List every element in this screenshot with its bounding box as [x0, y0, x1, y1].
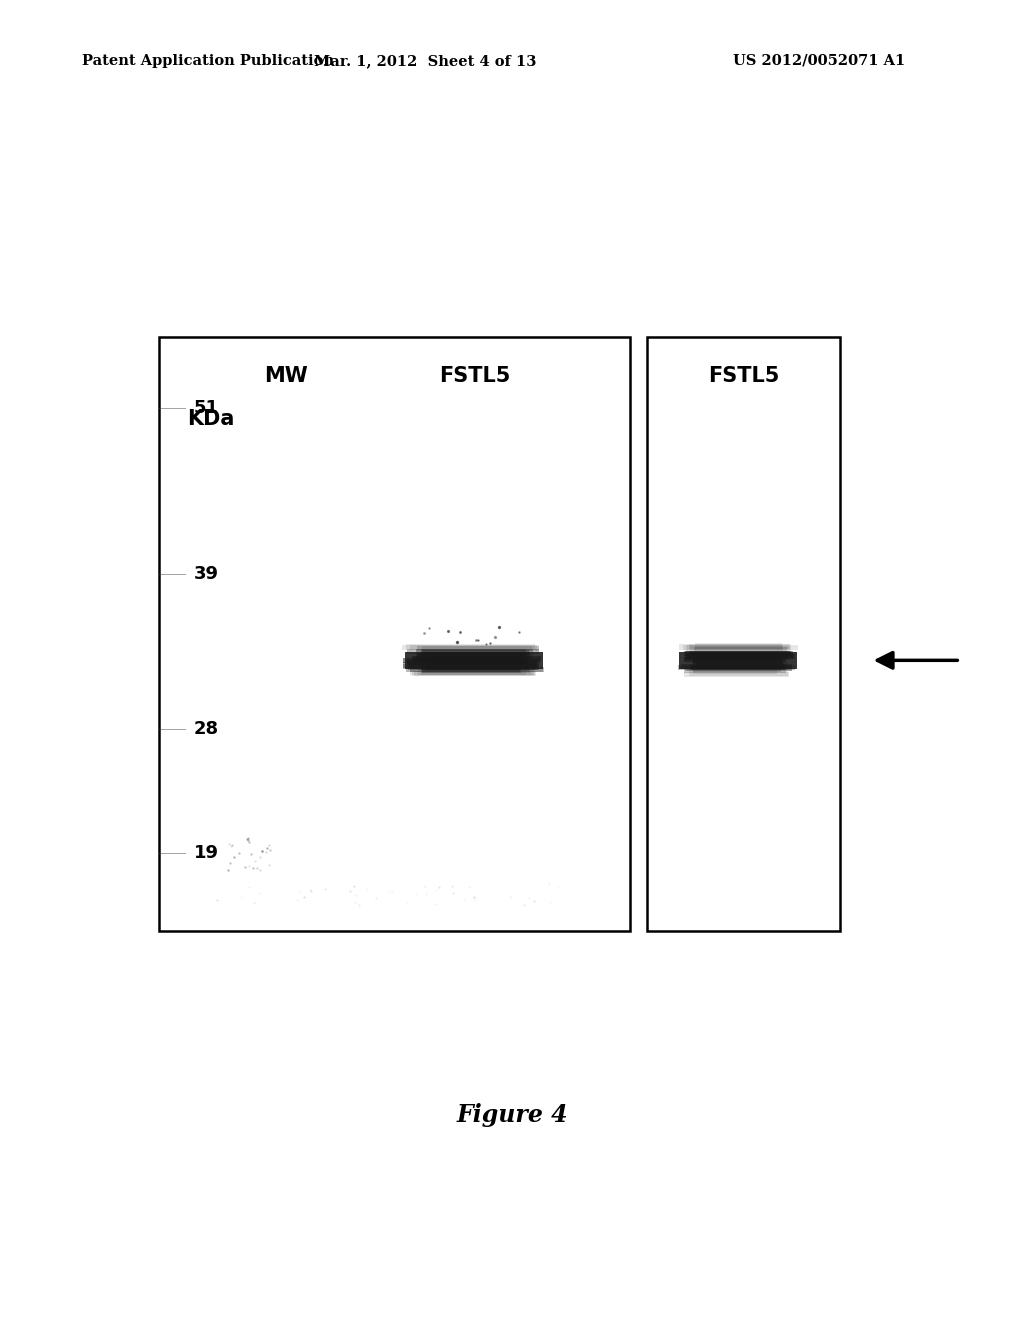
Bar — [693, 659, 782, 664]
Bar — [407, 667, 543, 672]
Bar — [693, 657, 782, 663]
Bar — [694, 643, 782, 648]
Bar — [686, 645, 783, 651]
Bar — [426, 652, 524, 657]
Bar — [421, 668, 529, 673]
Bar — [422, 667, 520, 672]
Bar — [410, 663, 537, 668]
Bar — [689, 651, 792, 656]
Bar — [427, 659, 528, 664]
Bar — [684, 668, 785, 673]
Bar — [679, 652, 797, 669]
Bar — [412, 656, 541, 661]
Bar — [408, 664, 539, 669]
Bar — [159, 337, 630, 931]
Bar — [417, 648, 540, 653]
Bar — [686, 653, 794, 659]
Bar — [407, 660, 538, 665]
Bar — [685, 655, 790, 660]
Text: 19: 19 — [195, 845, 219, 862]
Bar — [689, 671, 787, 676]
Text: Mar. 1, 2012  Sheet 4 of 13: Mar. 1, 2012 Sheet 4 of 13 — [313, 54, 537, 67]
Bar — [414, 671, 536, 676]
Bar — [684, 651, 790, 656]
Bar — [687, 667, 792, 671]
Bar — [678, 665, 795, 671]
Bar — [422, 655, 532, 660]
Text: Patent Application Publication: Patent Application Publication — [82, 54, 334, 67]
Bar — [689, 644, 790, 649]
Text: 28: 28 — [195, 719, 219, 738]
Bar — [407, 644, 536, 649]
Bar — [421, 665, 535, 671]
Bar — [408, 648, 534, 653]
Bar — [695, 663, 784, 668]
Bar — [686, 651, 794, 656]
Bar — [425, 667, 529, 672]
Text: FSTL5: FSTL5 — [438, 366, 510, 385]
Text: FSTL5: FSTL5 — [708, 366, 779, 385]
Bar — [418, 653, 527, 659]
Bar — [422, 647, 531, 652]
Bar — [421, 656, 524, 661]
Bar — [422, 657, 520, 663]
Text: Figure 4: Figure 4 — [456, 1104, 568, 1127]
Bar — [410, 667, 544, 672]
Bar — [421, 671, 532, 676]
Text: MW: MW — [264, 366, 308, 385]
Bar — [689, 652, 792, 657]
Bar — [410, 644, 537, 649]
Bar — [695, 656, 781, 661]
Bar — [416, 657, 530, 663]
Bar — [696, 661, 783, 667]
Bar — [423, 651, 529, 655]
Bar — [690, 652, 790, 657]
Bar — [647, 337, 840, 931]
Bar — [402, 659, 541, 663]
Bar — [426, 660, 523, 665]
Text: US 2012/0052071 A1: US 2012/0052071 A1 — [733, 54, 905, 67]
Bar — [417, 647, 539, 652]
Bar — [403, 664, 538, 669]
Bar — [693, 667, 781, 672]
Bar — [681, 664, 793, 669]
Bar — [418, 671, 526, 676]
Bar — [412, 671, 534, 676]
Bar — [402, 644, 540, 649]
Text: 39: 39 — [195, 565, 219, 583]
Bar — [683, 644, 798, 649]
Bar — [420, 665, 537, 671]
Bar — [685, 665, 793, 671]
Bar — [694, 648, 786, 652]
Bar — [694, 655, 778, 660]
Bar — [419, 652, 530, 657]
Bar — [684, 672, 788, 677]
Bar — [689, 665, 784, 671]
Bar — [692, 663, 787, 668]
Bar — [685, 652, 791, 657]
Bar — [679, 644, 791, 649]
Bar — [414, 657, 527, 663]
Bar — [422, 649, 526, 655]
Bar — [684, 657, 785, 663]
Bar — [411, 669, 536, 675]
Bar — [422, 668, 521, 673]
Text: 51: 51 — [195, 399, 219, 417]
Bar — [685, 653, 796, 659]
Text: KDa: KDa — [187, 409, 234, 429]
Bar — [690, 664, 788, 669]
Bar — [692, 669, 776, 675]
Bar — [689, 645, 791, 651]
Bar — [403, 663, 540, 668]
Bar — [416, 653, 525, 659]
Bar — [406, 652, 544, 669]
